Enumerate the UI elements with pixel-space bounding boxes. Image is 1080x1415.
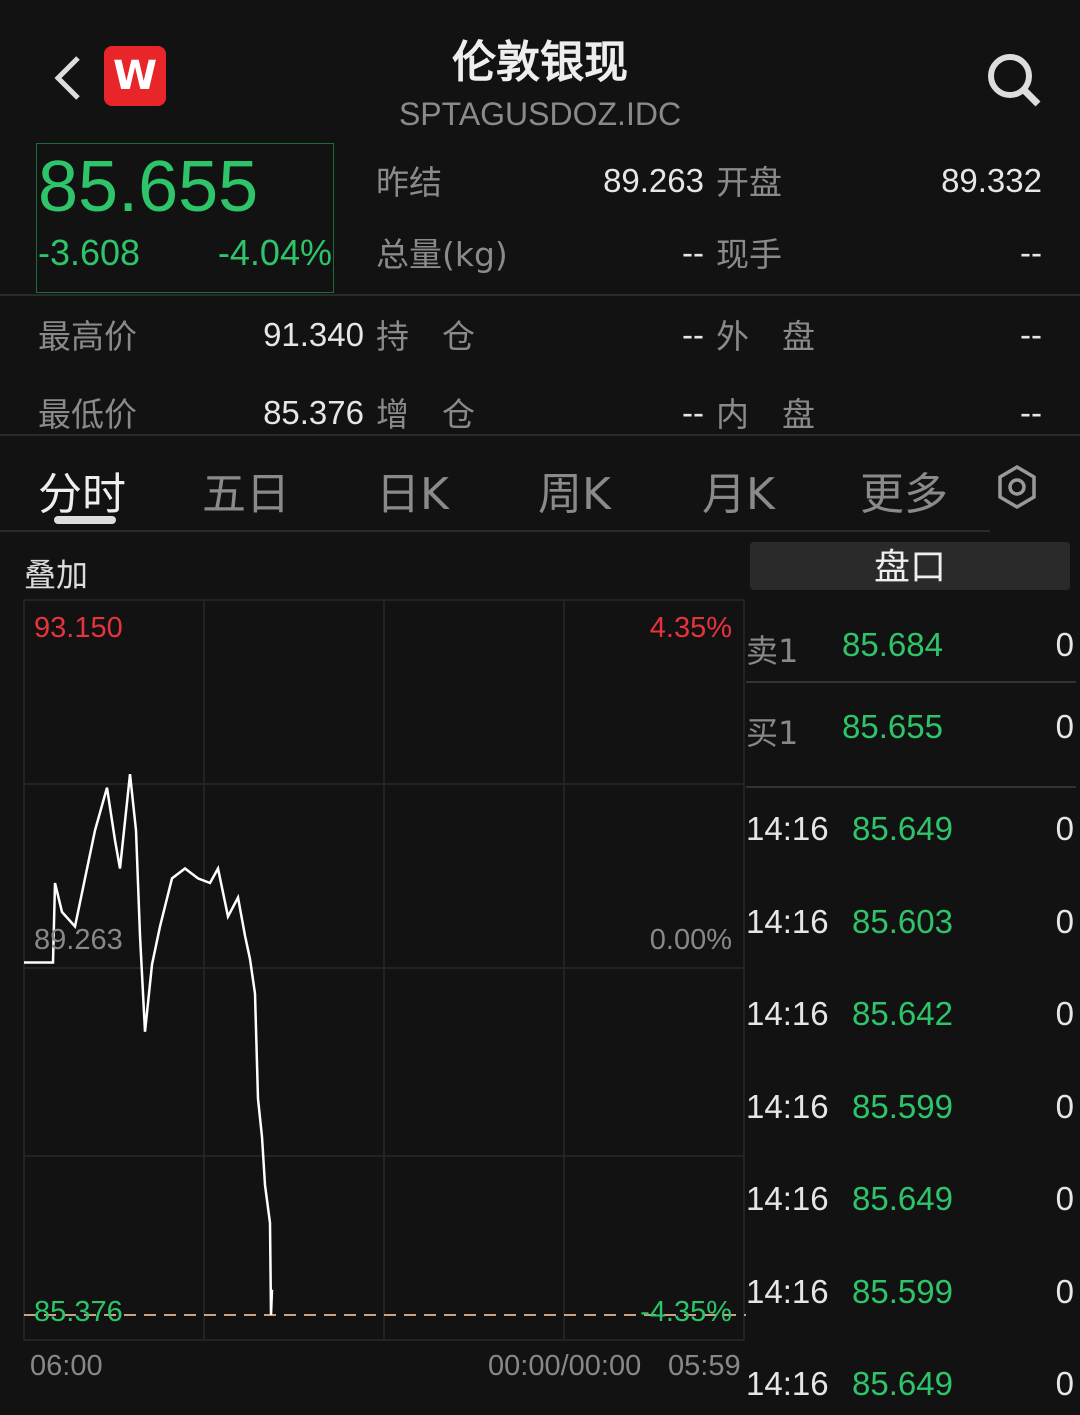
- stat-value: --: [1020, 316, 1042, 353]
- x-label-start: 06:00: [30, 1350, 103, 1382]
- trade-time: 14:16: [746, 902, 829, 940]
- active-tab-indicator: [54, 516, 116, 524]
- trade-time: 14:16: [746, 810, 829, 847]
- pct-label-mid: 0.00%: [649, 924, 732, 956]
- trade-price: 85.649: [852, 810, 953, 847]
- trade-row: 14:16 85.599 0: [746, 1273, 1080, 1323]
- tab-weekly-k[interactable]: 周K: [538, 469, 611, 520]
- price-line: [24, 773, 274, 1316]
- trade-volume: 0: [1055, 902, 1074, 940]
- stat-value: --: [1020, 394, 1042, 431]
- trade-price: 85.642: [852, 995, 953, 1032]
- trade-time: 14:16: [746, 995, 829, 1032]
- stat-label: 最高价: [38, 317, 137, 356]
- last-price: 85.655: [38, 147, 259, 227]
- stat-label: 总量(kg): [376, 235, 508, 274]
- stat-value: 89.332: [941, 162, 1042, 199]
- y-label-bottom: 85.376: [34, 1296, 123, 1328]
- bid-row: 买1 85.655 0: [746, 692, 1080, 752]
- ask-volume: 0: [1055, 626, 1074, 663]
- price-box: [36, 143, 334, 293]
- tab-daily-k[interactable]: 日K: [376, 469, 449, 520]
- trade-price: 85.603: [852, 902, 953, 940]
- stat-value: --: [682, 394, 704, 431]
- tab-intraday[interactable]: 分时: [38, 469, 126, 520]
- stat-label: 最低价: [38, 395, 137, 434]
- trade-price: 85.599: [852, 1272, 953, 1310]
- stat-value: 85.376: [263, 394, 364, 431]
- stat-value: 89.263: [603, 162, 704, 199]
- price-change: -3.608: [38, 232, 141, 273]
- trade-volume: 0: [1055, 1180, 1074, 1217]
- symbol-code: SPTAGUSDOZ.IDC: [398, 96, 682, 132]
- stat-label: 昨结: [376, 163, 442, 202]
- stat-label: 开盘: [716, 163, 782, 202]
- pct-label-bottom: -4.35%: [640, 1296, 732, 1328]
- stat-label: 外 盘: [716, 317, 815, 356]
- y-label-mid: 89.263: [34, 924, 123, 956]
- trade-row: 14:16 85.649 0: [746, 1365, 1080, 1415]
- divider: [0, 294, 1080, 296]
- trade-time: 14:16: [746, 1272, 829, 1310]
- stat-label: 增 仓: [376, 395, 475, 434]
- trade-price: 85.599: [852, 1087, 953, 1125]
- trade-time: 14:16: [746, 1365, 829, 1402]
- stat-value: 91.340: [263, 316, 364, 353]
- intraday-chart[interactable]: [0, 590, 746, 1370]
- settings-icon[interactable]: [996, 464, 1038, 510]
- price-change-pct: -4.04%: [217, 232, 332, 273]
- orderbook-tab[interactable]: 盘口: [750, 542, 1070, 590]
- y-label-top: 93.150: [34, 612, 123, 644]
- overlay-button[interactable]: 叠加: [24, 556, 89, 594]
- stat-value: --: [1020, 234, 1042, 271]
- trade-row: 14:16 85.599 0: [746, 1088, 1080, 1138]
- ask-price: 85.684: [842, 626, 943, 663]
- trade-price: 85.649: [852, 1365, 953, 1402]
- trade-volume: 0: [1055, 1087, 1074, 1125]
- brand-logo: W: [104, 46, 166, 106]
- stat-value: --: [682, 316, 704, 353]
- divider: [0, 434, 1080, 436]
- trade-row: 14:16 85.642 0: [746, 995, 1080, 1045]
- trade-row: 14:16 85.649 0: [746, 810, 1080, 860]
- page-title: 伦敦银现: [452, 37, 628, 88]
- trade-row: 14:16 85.603 0: [746, 903, 1080, 953]
- stat-label: 持 仓: [376, 317, 475, 356]
- stat-label: 内 盘: [716, 395, 815, 434]
- trade-price: 85.649: [852, 1180, 953, 1217]
- trade-volume: 0: [1055, 1272, 1074, 1310]
- trade-row: 14:16 85.649 0: [746, 1180, 1080, 1230]
- trade-time: 14:16: [746, 1087, 829, 1125]
- bid-price: 85.655: [842, 708, 943, 745]
- tab-monthly-k[interactable]: 月K: [702, 469, 775, 520]
- divider: [746, 786, 1076, 788]
- tab-five-day[interactable]: 五日: [202, 469, 290, 520]
- trade-volume: 0: [1055, 995, 1074, 1032]
- trade-volume: 0: [1055, 1365, 1074, 1402]
- search-icon[interactable]: [984, 50, 1044, 110]
- ask-label: 卖1: [746, 632, 799, 670]
- pct-label-top: 4.35%: [649, 612, 732, 644]
- trade-volume: 0: [1055, 810, 1074, 847]
- bid-volume: 0: [1055, 708, 1074, 745]
- bid-label: 买1: [746, 714, 799, 752]
- stat-value: --: [682, 234, 704, 271]
- x-label-end: 05:59: [668, 1350, 741, 1382]
- back-chevron-icon[interactable]: [48, 52, 88, 104]
- x-label-cursor: 00:00/00:00: [488, 1350, 642, 1382]
- divider: [746, 681, 1076, 683]
- ask-row: 卖1 85.684 0: [746, 610, 1080, 670]
- trade-time: 14:16: [746, 1180, 829, 1217]
- tab-more[interactable]: 更多: [860, 469, 948, 520]
- stat-label: 现手: [716, 235, 782, 274]
- divider: [0, 530, 990, 532]
